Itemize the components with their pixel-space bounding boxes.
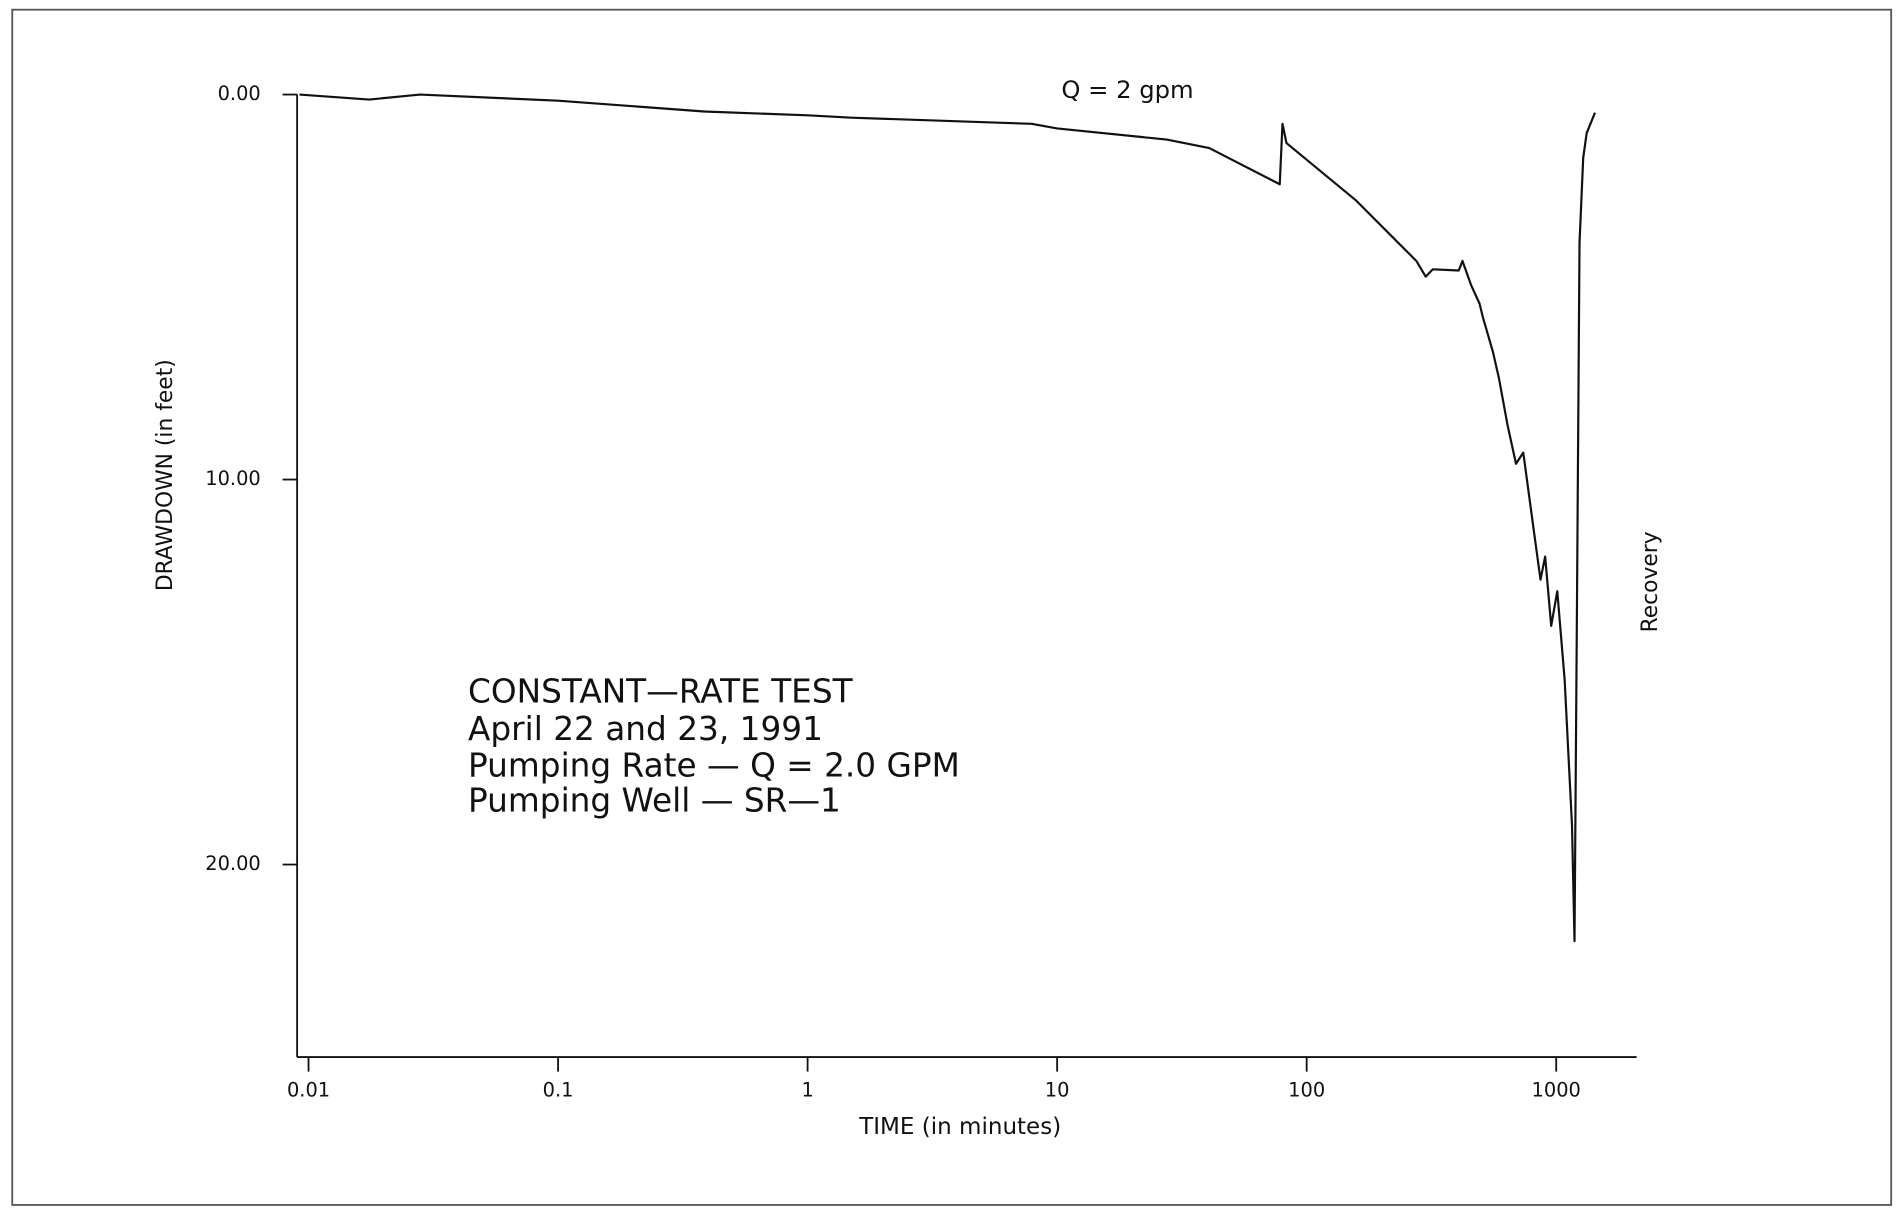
x-tick-label: 1 [801,1078,813,1101]
y-tick-label: 0.00 [218,82,261,105]
y-tick-label: 10.00 [205,467,260,490]
data-line [299,93,1596,943]
annotation: Q = 2 gpm [1061,75,1193,104]
x-tick-label: 1000 [1532,1078,1581,1101]
note-line: April 22 and 23, 1991 [468,710,823,748]
x-tick-label: 10 [1045,1078,1070,1101]
x-tick-label: 100 [1288,1078,1325,1101]
frame [11,8,1893,1206]
y-tick-label: 20.00 [205,852,260,875]
x-axis-label: TIME (in minutes) [858,1114,1061,1140]
annotation: Recovery [1638,531,1663,632]
x-tick-label: 0.1 [543,1078,574,1101]
y-axis-label: DRAWDOWN (in feet) [153,359,178,591]
note-line: Pumping Well — SR—1 [468,781,841,819]
note: CONSTANT—RATE TEST April 22 and 23, 1991… [468,672,960,819]
x-tick-label: 0.01 [287,1078,330,1101]
note-line: CONSTANT—RATE TEST [468,672,854,710]
note-line: Pumping Rate — Q = 2.0 GPM [468,746,960,784]
